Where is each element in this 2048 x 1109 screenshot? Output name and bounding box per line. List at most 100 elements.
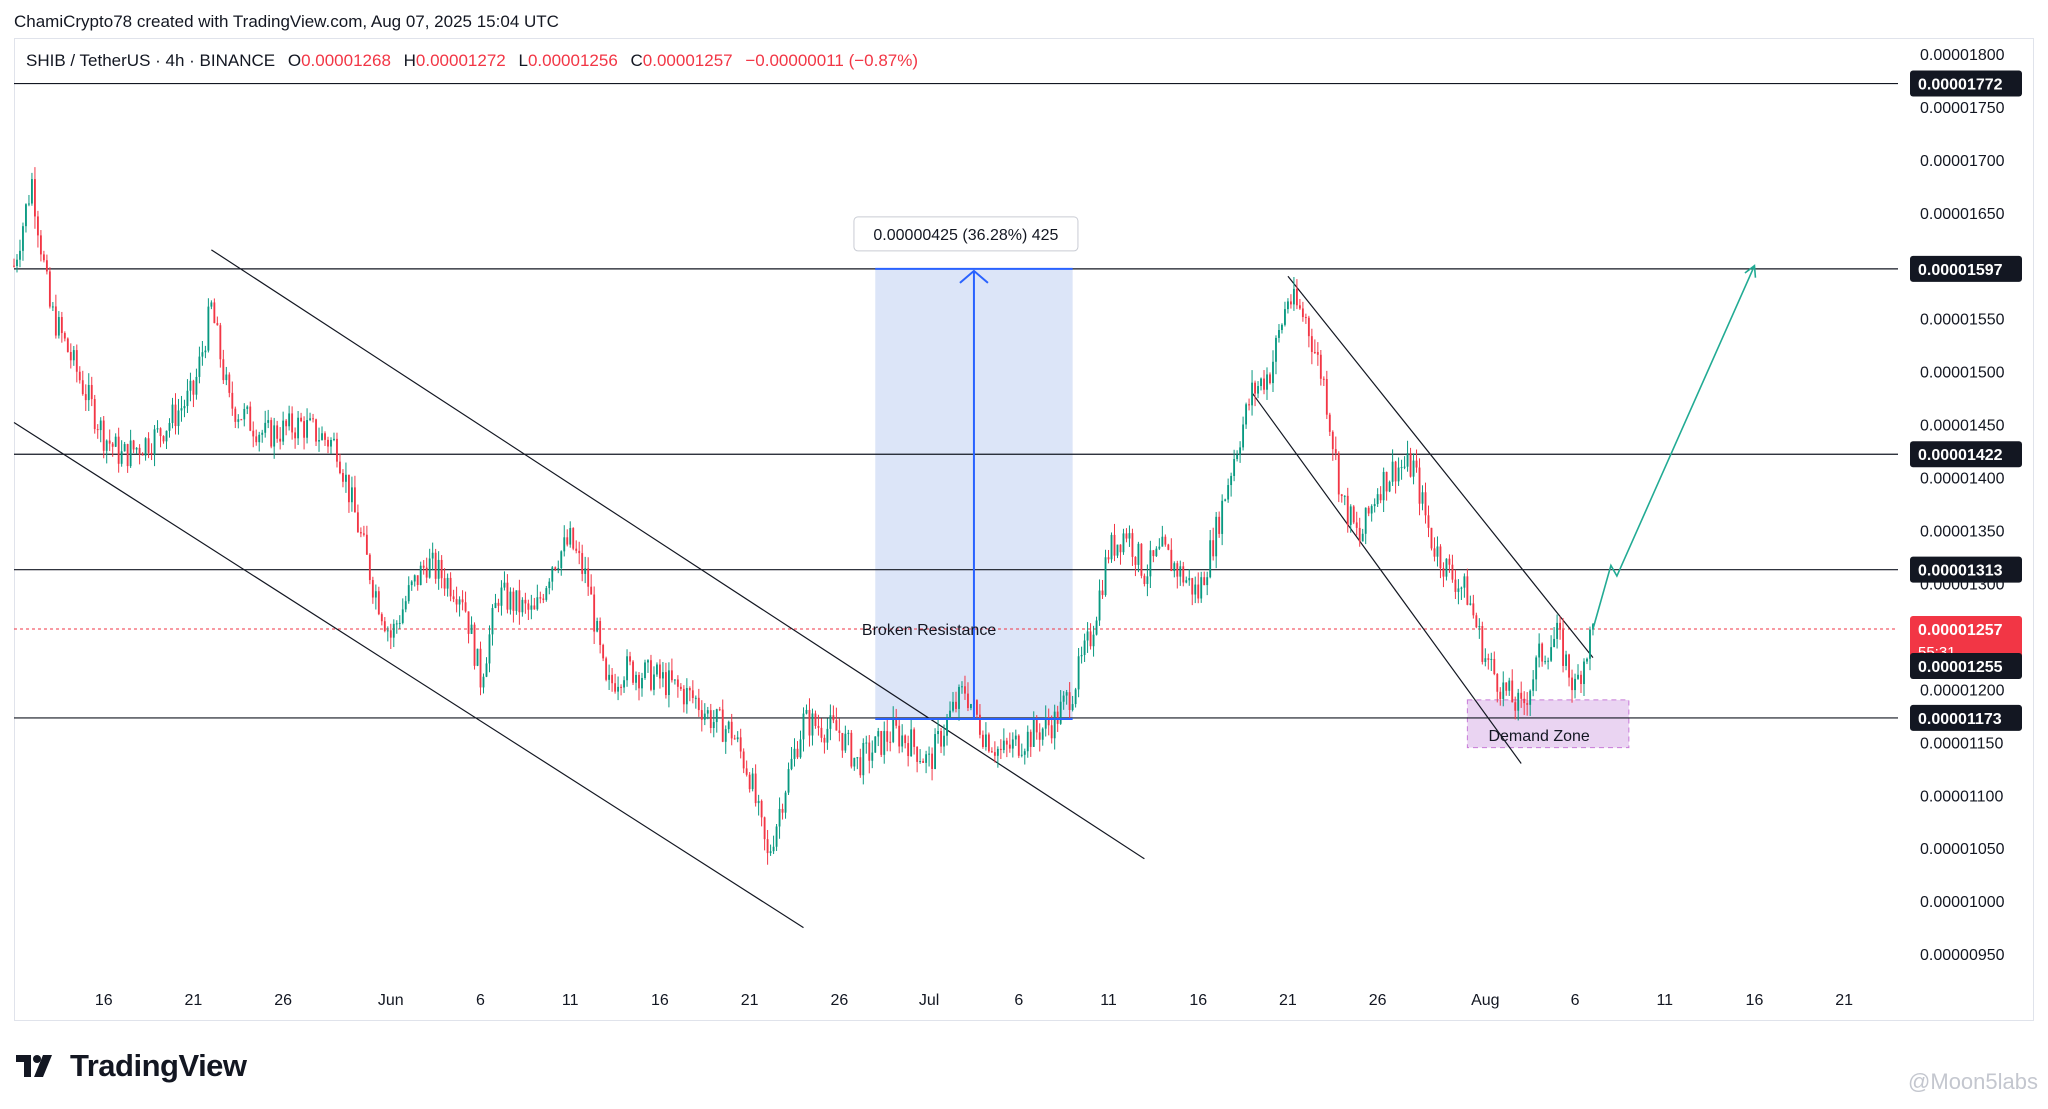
candle-body (1155, 548, 1158, 557)
candle-body (461, 599, 464, 603)
candle-body (1026, 731, 1029, 752)
candle-body (961, 686, 963, 688)
candle-body (273, 425, 276, 447)
candle-body (688, 688, 691, 691)
candle-body (984, 734, 987, 747)
candle-body (1209, 540, 1212, 578)
measure-label: 0.00000425 (36.28%) 425 (873, 227, 1058, 244)
candle-body (883, 731, 886, 755)
candle-body (1146, 576, 1149, 584)
candle-body (1092, 634, 1095, 647)
candle-body (1047, 717, 1050, 726)
candle-body (1391, 461, 1394, 482)
symbol-label[interactable]: SHIB / TetherUS · 4h · BINANCE (26, 51, 276, 70)
candle-body (838, 730, 841, 733)
candle-body (1331, 431, 1334, 450)
candle-body (853, 757, 856, 767)
candle-body (54, 306, 57, 336)
candle-body (180, 408, 183, 411)
candle-body (647, 660, 649, 663)
candle-body (1113, 534, 1116, 556)
candle-body (186, 390, 189, 407)
candle-body (345, 474, 347, 482)
candle-body (78, 371, 81, 381)
tradingview-logo[interactable]: TradingView (16, 1048, 247, 1084)
candle-body (288, 413, 291, 427)
candle-body (34, 179, 36, 217)
candle-body (1403, 466, 1406, 468)
candle-body (1517, 692, 1520, 711)
candle-body (1334, 449, 1337, 454)
ohlc-legend: SHIB / TetherUS · 4h · BINANCE O0.000012… (26, 51, 926, 71)
candle-body (1430, 527, 1433, 549)
candle-body (638, 674, 640, 689)
candle-body (1014, 735, 1017, 740)
candle-body (1170, 549, 1173, 572)
candle-body (859, 757, 862, 776)
candle-body (1137, 543, 1140, 565)
candle-body (135, 447, 138, 450)
candle-body (1065, 692, 1068, 696)
candle-body (811, 713, 814, 736)
candle-body (1260, 378, 1262, 387)
candle-body (455, 599, 458, 605)
y-tick-label: 0.00001750 (1920, 100, 2005, 117)
candle-body (1044, 717, 1047, 729)
candle-body (1355, 522, 1358, 528)
y-tick-label: 0.00001650 (1920, 206, 2005, 223)
candle-body (730, 721, 733, 739)
candle-body (1523, 698, 1526, 704)
candle-body (494, 602, 497, 608)
candle-body (276, 425, 279, 439)
candle-body (718, 709, 721, 711)
candle-body (1565, 654, 1567, 666)
y-tick-label: 0.00001700 (1920, 153, 2005, 170)
candle-body (434, 552, 437, 579)
candle-body (862, 742, 865, 776)
candle-body (228, 374, 231, 393)
candle-body (736, 737, 739, 740)
measure-label-box (853, 216, 1079, 252)
candle-body (581, 553, 584, 574)
candle-body (784, 792, 787, 813)
candle-body (1038, 732, 1041, 740)
candle-body (1559, 622, 1562, 630)
candle-body (1095, 620, 1098, 635)
candle-body (1373, 504, 1376, 507)
candle-body (1295, 288, 1298, 306)
candle-body (156, 428, 159, 430)
candle-body (1230, 475, 1233, 486)
candle-body (1520, 692, 1523, 699)
level-price-tag: 0.00001772 (1918, 77, 2003, 94)
y-tick-label: 0.00001350 (1920, 523, 2005, 540)
candle-body (1511, 680, 1514, 703)
candle-body (608, 674, 611, 680)
candle-body (1059, 701, 1062, 724)
candle-body (315, 419, 317, 442)
candle-body (1316, 352, 1319, 355)
candle-body (1215, 516, 1218, 557)
candle-body (659, 664, 661, 679)
candle-body (1409, 453, 1412, 477)
candle-body (1442, 568, 1445, 577)
candle-body (1472, 603, 1475, 616)
level-price-tag: 0.00001597 (1918, 262, 2003, 279)
candle-body (240, 419, 243, 421)
candle-body (476, 648, 479, 666)
candle-body (623, 680, 625, 688)
candle-body (237, 419, 240, 422)
candle-body (533, 605, 536, 610)
candle-body (479, 648, 482, 688)
candle-body (392, 623, 395, 638)
candle-body (931, 753, 934, 769)
candle-body (685, 688, 688, 705)
candle-body (775, 826, 778, 847)
candle-body (198, 356, 201, 377)
candle-body (342, 472, 344, 482)
candle-body (892, 718, 895, 742)
chart-frame[interactable] (14, 38, 2034, 1021)
y-tick-label: 0.00000950 (1920, 947, 2005, 964)
candle-body (225, 374, 228, 381)
candle-body (506, 582, 509, 610)
price-chart[interactable]: 0.00000425 (36.28%) 425 Broken Resistance… (0, 0, 2048, 1030)
